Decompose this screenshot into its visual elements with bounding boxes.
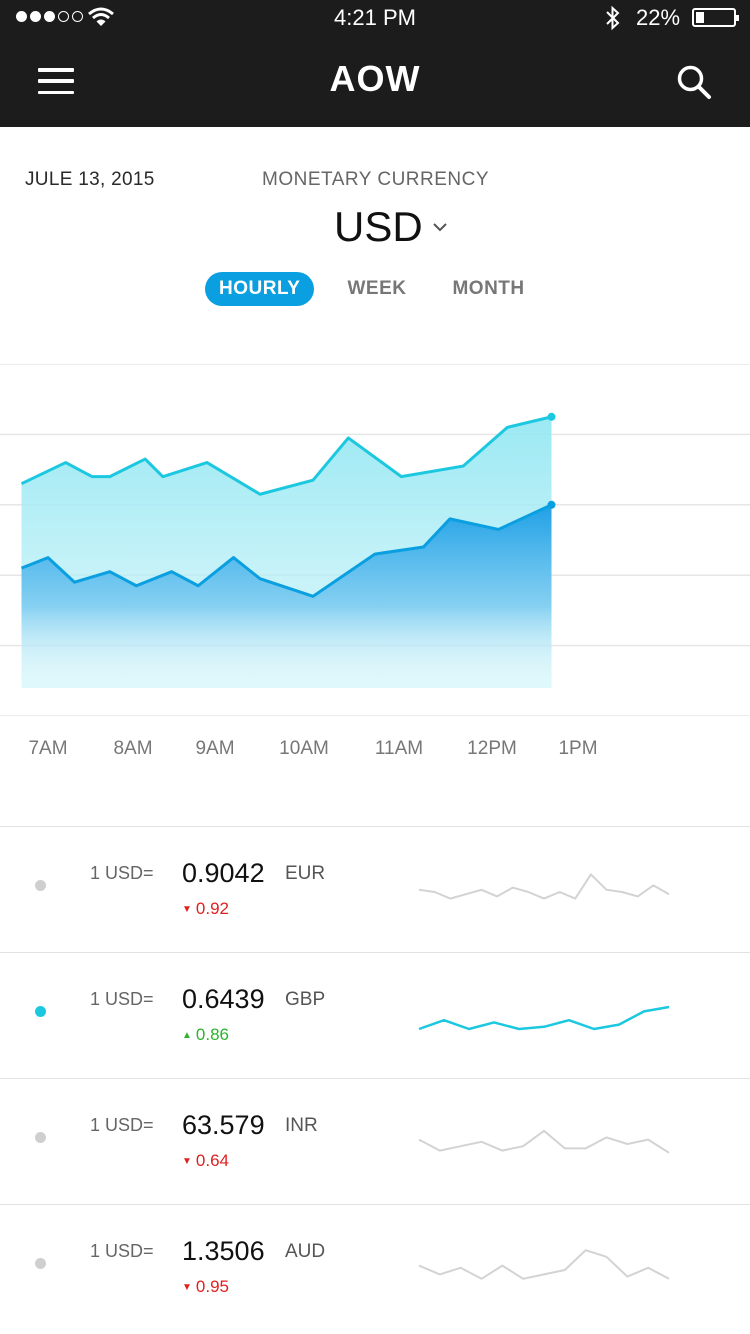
period-tabs: HOURLY WEEK MONTH <box>205 272 525 306</box>
down-arrow-icon: ▼ <box>182 1155 192 1167</box>
chart-line-series-1 <box>20 415 552 496</box>
chart-line-series-2 <box>20 503 553 598</box>
down-arrow-icon: ▼ <box>182 903 192 915</box>
status-time: 4:21 PM <box>334 5 416 30</box>
sparkline-path <box>418 873 670 900</box>
chart-endpoint-series-2 <box>547 500 556 509</box>
series-dot-icon <box>35 880 46 891</box>
rate-row-eur[interactable]: 1 USD= 0.9042 EUR ▼ 0.92 <box>0 826 750 952</box>
currency-code: GBP <box>285 989 326 1010</box>
battery-percentage: 22% <box>636 5 681 30</box>
series-dot-icon <box>35 1258 46 1269</box>
tab-hourly[interactable]: HOURLY <box>205 272 315 306</box>
sparkline-path <box>418 1005 670 1031</box>
tab-week[interactable]: WEEK <box>347 278 407 299</box>
rate-prefix: 1 USD= <box>90 863 154 883</box>
rate-row-aud[interactable]: 1 USD= 1.3506 AUD ▼ 0.95 <box>0 1204 750 1330</box>
rate-change-value: 0.95 <box>195 1277 229 1296</box>
sparkline <box>418 1249 670 1280</box>
series-dot-icon <box>35 1006 46 1017</box>
sparkline <box>418 1129 670 1154</box>
currency-code: INR <box>285 1115 318 1136</box>
currency-value: USD <box>334 203 423 250</box>
rate-row-gbp[interactable]: 1 USD= 0.6439 GBP ▲ 0.86 <box>0 952 750 1078</box>
rate-value: 1.3506 <box>182 1236 265 1266</box>
x-axis-tick-label: 7AM <box>28 738 68 759</box>
currency-caption: MONETARY CURRENCY <box>262 169 490 190</box>
rate-change: ▼ 0.95 <box>182 1277 229 1297</box>
rate-row-inr[interactable]: 1 USD= 63.579 INR ▼ 0.64 <box>0 1078 750 1204</box>
rate-prefix: 1 USD= <box>90 1115 154 1135</box>
hamburger-menu-icon[interactable] <box>38 68 74 94</box>
currency-dropdown[interactable]: USD <box>334 203 447 251</box>
signal-strength-icon <box>16 11 83 22</box>
x-axis-tick-label: 1PM <box>558 738 598 759</box>
rate-prefix: 1 USD= <box>90 1241 154 1261</box>
chart-x-axis: 7AM 8AM 9AM 10AM 11AM 12PM 1PM <box>0 738 750 762</box>
chart-area-series-2 <box>21 504 552 688</box>
down-arrow-icon: ▼ <box>182 1281 192 1293</box>
sparkline-path <box>418 1129 670 1154</box>
currency-code: AUD <box>285 1241 326 1262</box>
date-label: JULE 13, 2015 <box>25 169 155 190</box>
rate-change-value: 0.86 <box>195 1025 229 1044</box>
status-bar: 4:21 PM 22% <box>0 0 750 34</box>
series-dot-icon <box>35 1132 46 1143</box>
rate-change: ▼ 0.92 <box>182 899 229 919</box>
sparkline-path <box>418 1249 670 1280</box>
x-axis-tick-label: 12PM <box>467 738 517 759</box>
sparkline <box>418 1005 670 1031</box>
up-arrow-icon: ▲ <box>182 1029 192 1041</box>
x-axis-tick-label: 9AM <box>195 738 235 759</box>
x-axis-tick-label: 11AM <box>374 738 424 759</box>
tab-month[interactable]: MONTH <box>452 278 525 299</box>
rates-list: 1 USD= 0.9042 EUR ▼ 0.92 1 USD= 0.6439 G… <box>0 826 750 1330</box>
rate-value: 0.6439 <box>182 984 265 1014</box>
chevron-down-icon <box>432 222 447 231</box>
x-axis-tick-label: 10AM <box>279 738 329 759</box>
rate-value: 0.9042 <box>182 858 265 888</box>
rate-change: ▲ 0.86 <box>182 1025 229 1045</box>
nav-bar: AOW <box>0 34 750 127</box>
sparkline <box>418 873 670 900</box>
rate-change-value: 0.64 <box>195 1151 229 1170</box>
bluetooth-icon <box>606 5 620 31</box>
rate-value: 63.579 <box>182 1110 265 1140</box>
x-axis-tick-label: 8AM <box>113 738 153 759</box>
exchange-rate-chart <box>0 364 750 716</box>
wifi-icon <box>88 7 114 26</box>
rate-change-value: 0.92 <box>195 899 229 918</box>
battery-icon <box>692 8 739 27</box>
search-icon[interactable] <box>676 64 712 100</box>
currency-code: EUR <box>285 863 326 884</box>
rate-change: ▼ 0.64 <box>182 1151 229 1171</box>
app-title: AOW <box>329 58 421 99</box>
rate-prefix: 1 USD= <box>90 989 154 1009</box>
chart-endpoint-series-1 <box>547 412 556 421</box>
